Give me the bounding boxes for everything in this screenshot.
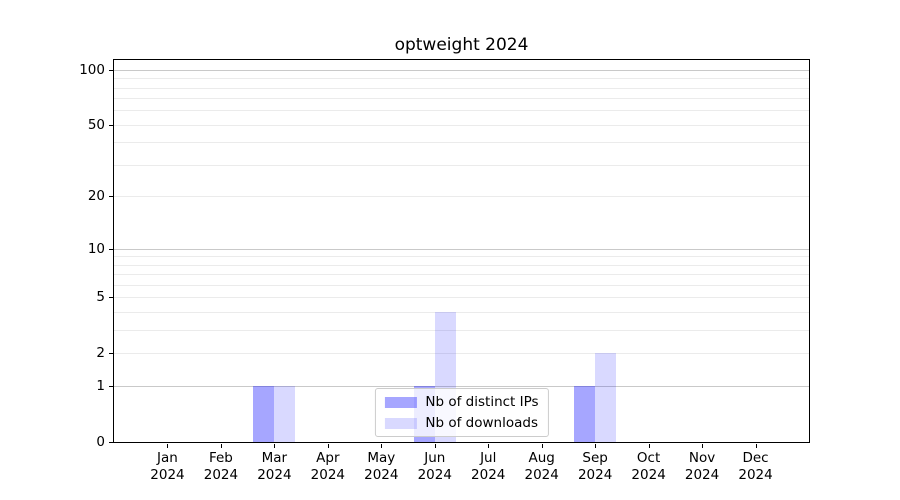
x-axis-tick (434, 444, 436, 448)
bar-downloads (274, 386, 296, 442)
x-axis-tick (167, 444, 169, 448)
x-tick-label: Jul 2024 (471, 450, 506, 483)
bar-downloads (595, 353, 617, 442)
x-tick-label: Oct 2024 (631, 450, 666, 483)
x-axis-tick (381, 444, 383, 448)
x-axis-tick (755, 444, 757, 448)
gridline-minor (114, 87, 809, 89)
x-axis-tick (648, 444, 650, 448)
gridline-minor (114, 297, 809, 299)
gridline-minor (114, 124, 809, 126)
y-tick-label: 1 (96, 378, 105, 395)
gridline-minor (114, 256, 809, 258)
y-tick-label: 5 (96, 289, 105, 306)
legend-label-downloads: Nb of downloads (425, 415, 538, 431)
legend-item-downloads: Nb of downloads (384, 415, 538, 431)
gridline-minor (114, 98, 809, 100)
x-axis-tick (541, 444, 543, 448)
x-tick-label: Sep 2024 (577, 450, 613, 483)
gridline-major (114, 69, 809, 71)
y-axis-tick (109, 297, 113, 299)
gridline-minor (114, 312, 809, 314)
y-axis-tick (109, 442, 113, 443)
x-tick-label: Mar 2024 (257, 450, 292, 483)
bar-distinct-ips (574, 386, 596, 442)
legend-swatch-downloads (384, 417, 417, 429)
y-axis-tick (109, 248, 113, 250)
y-tick-label: 100 (79, 61, 105, 78)
y-tick-label: 20 (87, 188, 105, 205)
gridline-minor (114, 330, 809, 332)
x-tick-label: Jun 2024 (417, 450, 452, 483)
x-tick-label: Apr 2024 (310, 450, 346, 483)
legend-item-distinct-ips: Nb of distinct IPs (384, 394, 539, 410)
gridline-major (114, 248, 809, 250)
x-tick-label: Aug 2024 (524, 450, 559, 483)
legend-swatch-distinct-ips (384, 396, 417, 408)
gridline-minor (114, 264, 809, 266)
x-tick-label: Jan 2024 (150, 450, 185, 483)
x-tick-label: Feb 2024 (203, 450, 239, 483)
x-axis-tick (220, 444, 222, 448)
gridline-minor (114, 196, 809, 198)
y-axis-tick (109, 124, 113, 126)
y-tick-label: 0 (96, 434, 105, 450)
x-axis-tick (595, 444, 597, 448)
y-axis-tick (109, 386, 113, 388)
gridline-minor (114, 110, 809, 112)
y-axis-tick (109, 69, 113, 71)
gridline-minor (114, 78, 809, 80)
gridline-minor (114, 165, 809, 167)
x-axis-tick (327, 444, 329, 448)
x-tick-label: May 2024 (364, 450, 399, 483)
x-tick-label: Dec 2024 (738, 450, 773, 483)
plot-area: Nb of distinct IPs Nb of downloads (113, 59, 810, 443)
chart-title: optweight 2024 (394, 35, 529, 55)
gridline-minor (114, 274, 809, 276)
legend-label-distinct-ips: Nb of distinct IPs (425, 394, 539, 410)
bar-distinct-ips (253, 386, 275, 442)
gridline-minor (114, 285, 809, 287)
y-axis-tick (109, 196, 113, 198)
x-axis-tick (702, 444, 704, 448)
y-tick-label: 2 (96, 345, 105, 362)
y-axis-tick (109, 353, 113, 355)
x-axis-tick (488, 444, 490, 448)
gridline-minor (114, 142, 809, 144)
x-tick-label: Nov 2024 (684, 450, 720, 483)
legend: Nb of distinct IPs Nb of downloads (374, 388, 549, 437)
gridline-major (114, 386, 809, 388)
y-tick-label: 10 (87, 240, 105, 257)
x-axis-tick (274, 444, 276, 448)
y-tick-label: 50 (87, 116, 105, 133)
gridline-minor (114, 353, 809, 355)
